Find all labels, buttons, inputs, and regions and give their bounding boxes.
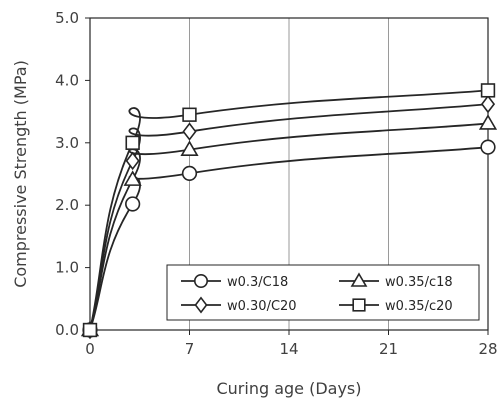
data-point-w0-35-c20-7: [182, 107, 197, 122]
series-group: [80, 83, 498, 340]
legend-item-w0-3-c18: w0.3/C18: [181, 273, 288, 290]
data-point-w0-3-c18-3: [125, 196, 141, 212]
legend: w0.3/C18 w0.35/c18 w0.30/C20 w0.35/c20: [166, 264, 480, 321]
x-tick-label: 21: [379, 340, 398, 358]
series-line-w0-35-c20: [89, 89, 489, 331]
axis-ticks: 0.0 1.0 2.0 3.0 4.0 5.0 0 7 14 21 28: [55, 9, 497, 358]
data-point-w0-35-c20-0: [82, 322, 98, 338]
legend-marker-square: [352, 298, 366, 312]
data-point-w0-3-c18-28: [480, 139, 496, 155]
y-tick-label: 3.0: [55, 134, 79, 152]
data-point-w0-35-c20-28: [480, 83, 496, 98]
series-line-w0-35-c18: [89, 122, 489, 331]
y-tick-label: 0.0: [55, 321, 79, 339]
data-point-w0-30-c20-28: [480, 94, 496, 114]
legend-label: w0.35/c18: [385, 275, 453, 290]
series-w0-30-c20: [82, 94, 496, 340]
legend-item-w0-35-c20: w0.35/c20: [339, 298, 453, 314]
data-point-w0-35-c18-3: [123, 170, 142, 186]
legend-label: w0.3/C18: [227, 275, 288, 290]
series-line-w0-30-c20: [89, 103, 489, 331]
x-axis-title: Curing age (Days): [216, 379, 361, 398]
legend-marker-triangle: [350, 272, 368, 287]
x-tick-label: 14: [279, 340, 298, 358]
y-axis-title: Compressive Strength (MPa): [11, 60, 30, 288]
legend-label: w0.30/C20: [227, 299, 297, 314]
data-point-w0-30-c20-7: [182, 122, 197, 141]
x-tick-label: 0: [85, 340, 95, 358]
legend-item-w0-30-c20: w0.30/C20: [181, 296, 297, 314]
data-point-w0-35-c18-28: [478, 114, 498, 130]
y-tick-label: 2.0: [55, 196, 79, 214]
legend-marker-diamond: [194, 296, 208, 314]
data-point-w0-35-c18-7: [180, 140, 199, 156]
legend-item-w0-35-c18: w0.35/c18: [339, 272, 453, 290]
legend-marker-circle: [194, 273, 209, 288]
data-point-w0-3-c18-7: [181, 165, 198, 181]
x-tick-label: 28: [478, 340, 497, 358]
legend-box: [166, 264, 480, 321]
y-tick-label: 1.0: [55, 259, 79, 277]
y-tick-label: 5.0: [55, 9, 79, 27]
series-w0-35-c20: [82, 83, 496, 338]
data-point-w0-30-c20-3: [125, 151, 140, 171]
data-point-w0-35-c20-3: [125, 135, 140, 150]
y-tick-label: 4.0: [55, 71, 79, 89]
legend-label: w0.35/c20: [385, 299, 453, 314]
x-tick-label: 7: [185, 340, 195, 358]
